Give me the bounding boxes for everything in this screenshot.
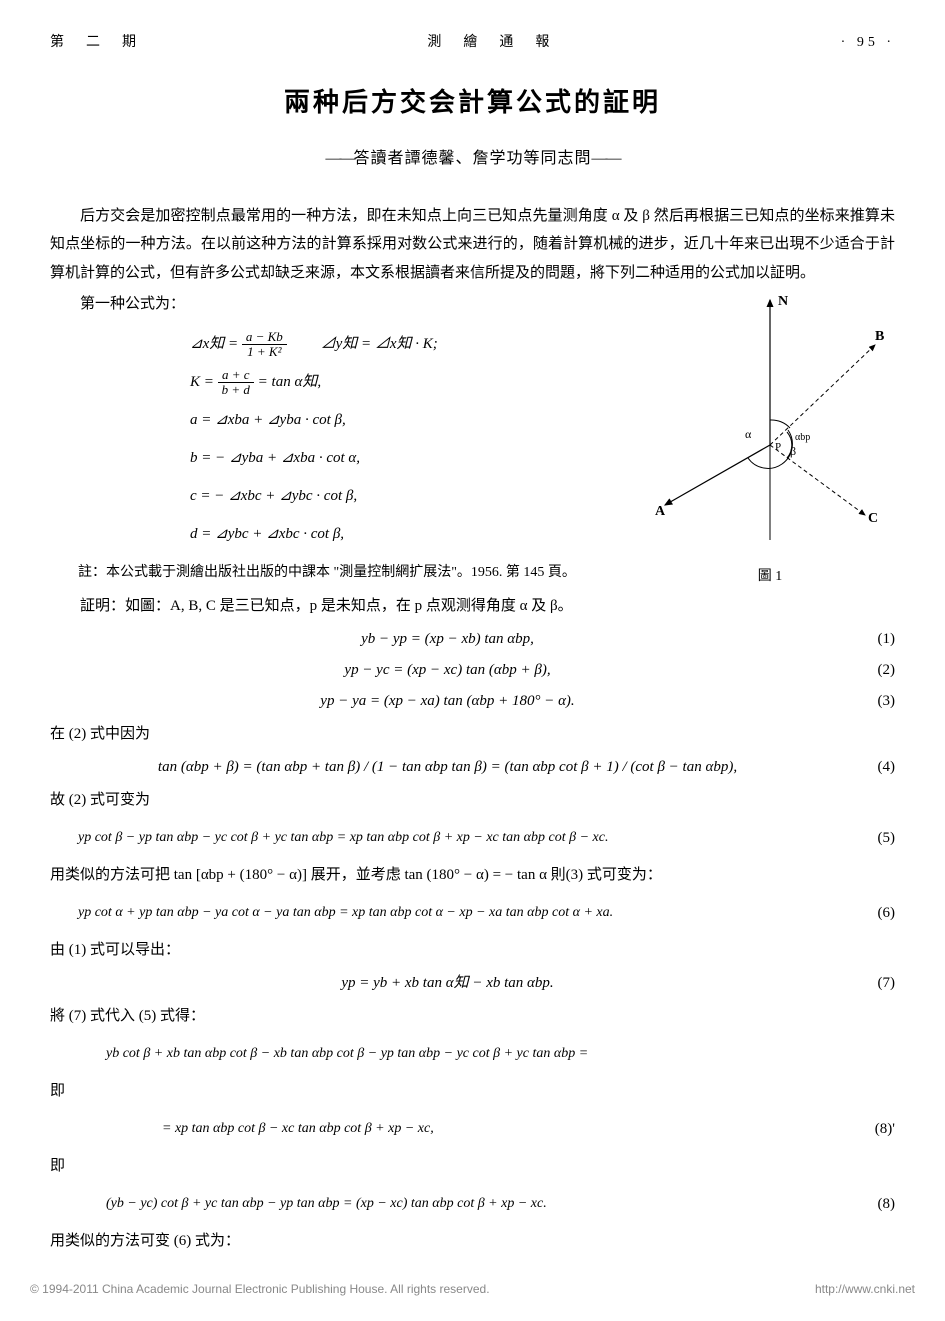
equation-5: yp cot β − yp tan αbp − yc cot β + yc ta… bbox=[50, 820, 895, 856]
text-from-eq1: 由 (1) 式可以导出： bbox=[50, 937, 895, 964]
equation-6: yp cot α + yp tan αbp − ya cot α − ya ta… bbox=[50, 895, 895, 931]
text-so-eq2: 故 (2) 式可变为 bbox=[50, 787, 895, 814]
label-n: N bbox=[778, 294, 788, 309]
text-sub-eq7: 將 (7) 式代入 (5) 式得： bbox=[50, 1003, 895, 1030]
label-b: B bbox=[875, 329, 884, 344]
header-center: 測 繪 通 報 bbox=[427, 30, 553, 55]
header-right: · 95 · bbox=[841, 30, 895, 55]
svg-text:αbp: αbp bbox=[795, 432, 810, 443]
label-c: C bbox=[868, 511, 878, 526]
text-ji-1: 即 bbox=[50, 1078, 895, 1105]
equation-4: tan (αbp + β) = (tan αbp + tan β) / (1 −… bbox=[50, 754, 895, 781]
article-subtitle: 答讀者譚德馨、詹学功等同志問 bbox=[50, 145, 895, 174]
text-similar: 用类似的方法可把 tan [αbp + (180° − α)] 展开，並考虑 t… bbox=[50, 862, 895, 889]
equation-8-prime-2: = xp tan αbp cot β − xc tan αbp cot β + … bbox=[50, 1111, 895, 1147]
label-a: A bbox=[655, 504, 666, 519]
label-p: P bbox=[775, 441, 781, 453]
fraction: a + c b + d bbox=[218, 368, 254, 398]
page-footer: © 1994-2011 China Academic Journal Elect… bbox=[30, 1279, 915, 1301]
text-ji-2: 即 bbox=[50, 1153, 895, 1180]
fraction: a − Kb 1 + K² bbox=[242, 330, 287, 360]
diagram-svg: N B A C α β P αbp bbox=[650, 290, 890, 550]
proof-label: 証明：如圖：A, B, C 是三已知点，p 是未知点，在 p 点观测得角度 α … bbox=[50, 593, 895, 620]
text-in-eq2: 在 (2) 式中因为 bbox=[50, 721, 895, 748]
figure-caption: 圖 1 bbox=[650, 564, 890, 589]
page-header: 第 二 期 測 繪 通 報 · 95 · bbox=[50, 30, 895, 55]
equation-8: (yb − yc) cot β + yc tan αbp − yp tan αb… bbox=[50, 1186, 895, 1222]
equation-8-prime: yb cot β + xb tan αbp cot β − xb tan αbp… bbox=[50, 1036, 895, 1072]
text-similar-eq6: 用类似的方法可变 (6) 式为： bbox=[50, 1228, 895, 1255]
equation-7: yp = yb + xb tan α知 − xb tan αbp. (7) bbox=[50, 970, 895, 997]
article-title: 兩种后方交会計算公式的証明 bbox=[50, 80, 895, 127]
equation-3: yp − ya = (xp − xa) tan (αbp + 180° − α)… bbox=[50, 688, 895, 715]
equation-2: yp − yc = (xp − xc) tan (αbp + β), (2) bbox=[50, 657, 895, 684]
figure-1: N B A C α β P αbp 圖 1 bbox=[650, 290, 890, 570]
equation-1: yb − yp = (xp − xb) tan αbp, (1) bbox=[50, 626, 895, 653]
header-left: 第 二 期 bbox=[50, 30, 140, 55]
label-alpha: α bbox=[745, 427, 752, 441]
label-beta: β bbox=[790, 444, 796, 458]
intro-paragraph: 后方交会是加密控制点最常用的一种方法，即在未知点上向三已知点先量测角度 α 及 … bbox=[50, 202, 895, 288]
source-url: http://www.cnki.net bbox=[815, 1279, 915, 1301]
copyright-text: © 1994-2011 China Academic Journal Elect… bbox=[30, 1279, 490, 1301]
